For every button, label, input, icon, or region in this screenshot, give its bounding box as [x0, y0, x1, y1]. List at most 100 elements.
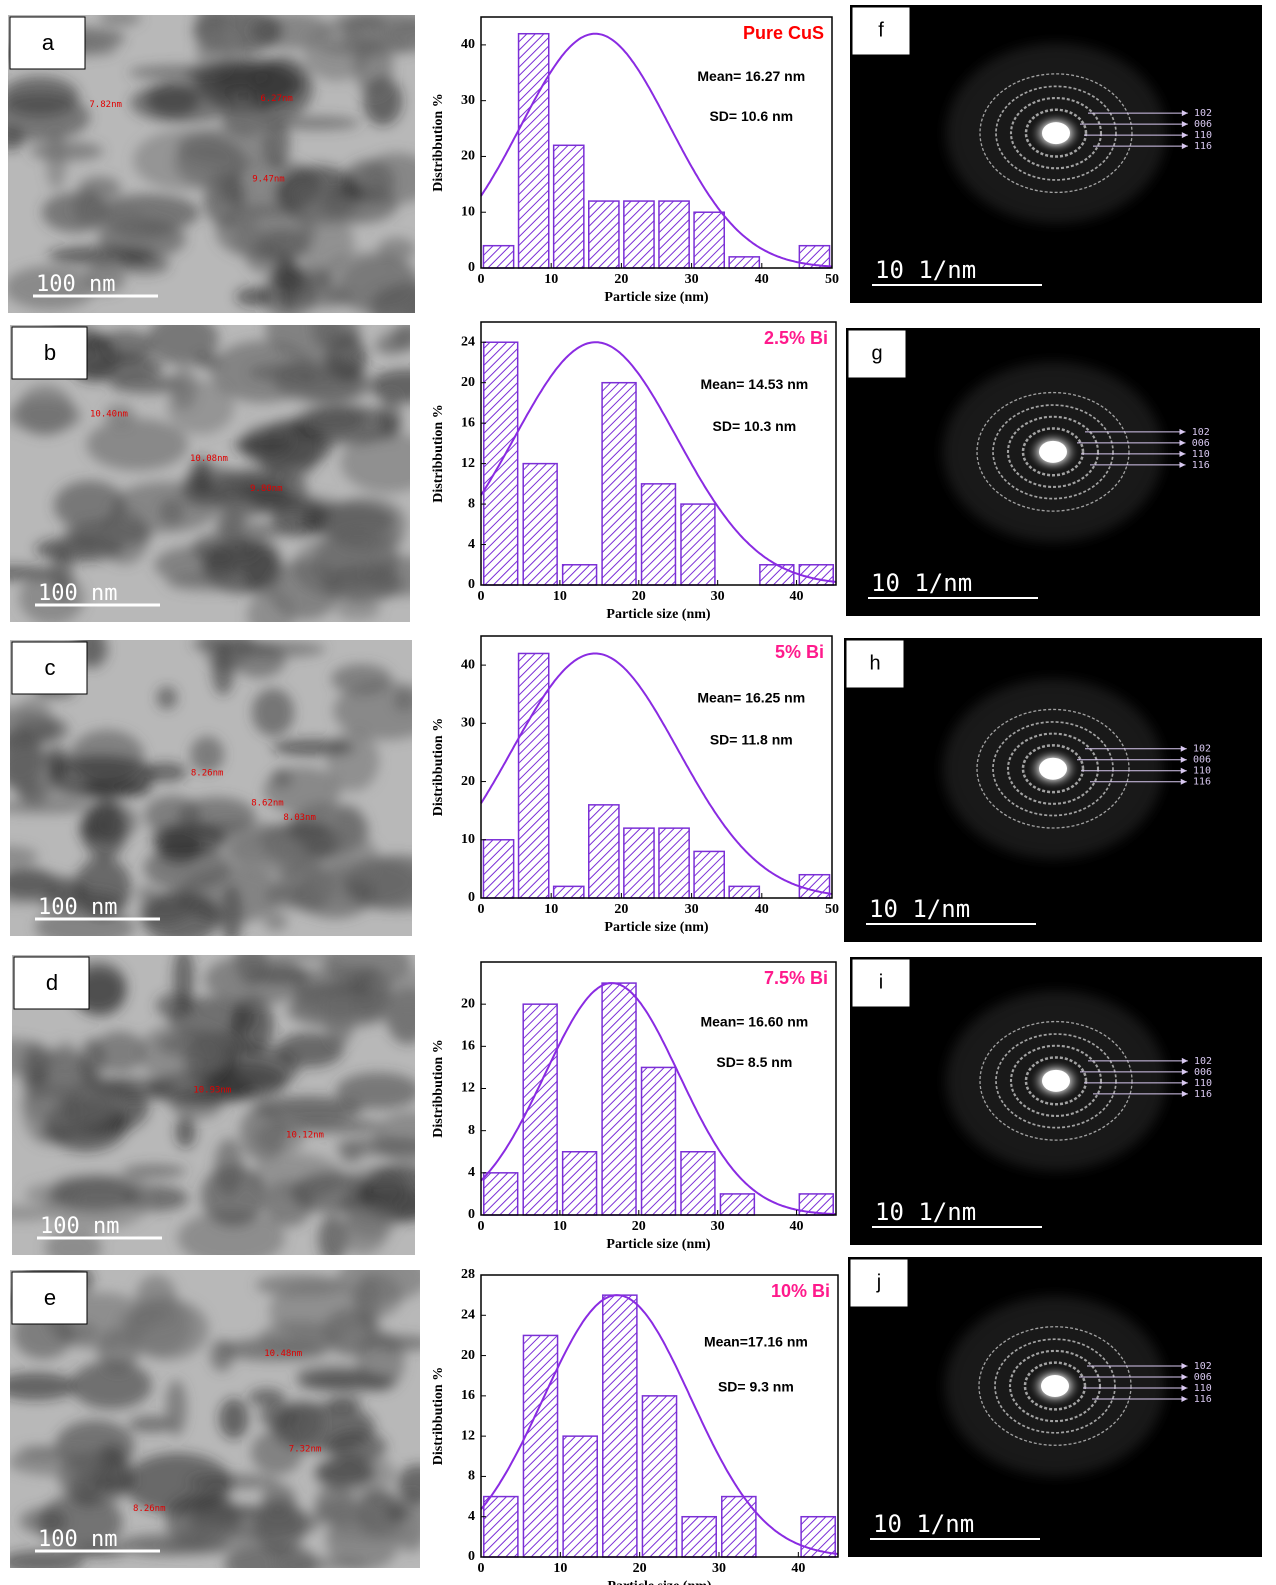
y-tick-label: 28	[461, 1267, 475, 1282]
bar	[658, 827, 690, 899]
diffraction-ring	[1021, 744, 1085, 794]
particle	[10, 867, 56, 899]
particle	[290, 286, 354, 308]
panel-label: a	[42, 30, 55, 55]
particle	[315, 1458, 376, 1487]
x-tick-label: 40	[790, 589, 804, 604]
bar	[522, 1003, 558, 1216]
particle	[175, 1116, 196, 1148]
diffraction-ring	[1021, 427, 1085, 477]
particle	[20, 1079, 118, 1128]
tem-texture	[12, 955, 415, 1255]
histogram-chart: 0 10 20 30 40 0 4 8 12 16 20 24 Particle size (nm) Di…	[431, 321, 837, 622]
x-tick-label: 30	[711, 1219, 725, 1234]
y-tick-label: 12	[461, 456, 475, 471]
particle	[159, 498, 185, 525]
fit-curve	[480, 652, 833, 895]
particle	[327, 1430, 387, 1463]
particle	[333, 681, 412, 740]
particle	[190, 456, 212, 496]
particle	[336, 1072, 415, 1110]
diffraction-ring	[1009, 1044, 1103, 1117]
x-tick-label: 10	[553, 1219, 567, 1234]
particle	[16, 385, 74, 436]
particle	[53, 480, 126, 531]
tem-image: e 100 nm 7.32nm 8.26nm 10.48nm	[10, 1270, 420, 1568]
particle	[10, 1448, 106, 1476]
ring-index: 116	[1194, 141, 1212, 152]
scale-label: 100 nm	[40, 1214, 119, 1239]
y-axis-label: Distribbution %	[431, 404, 446, 502]
ring-index: 006	[1194, 1067, 1212, 1078]
y-tick-label: 10	[461, 204, 475, 219]
particle	[248, 1388, 286, 1407]
measurement: 10.48nm	[264, 1349, 302, 1359]
ring-index: 102	[1194, 108, 1212, 119]
particle	[296, 1372, 396, 1392]
diffraction-ring	[995, 1033, 1117, 1129]
particle	[383, 23, 415, 52]
particle	[292, 966, 393, 1002]
bar	[522, 462, 558, 586]
particle	[92, 1031, 146, 1073]
diffraction-ring	[1024, 1056, 1088, 1106]
measurement: 7.32nm	[289, 1444, 322, 1454]
diffraction-ring	[1006, 415, 1100, 488]
measurement: 7.82nm	[89, 100, 122, 110]
particle	[222, 835, 304, 865]
panel-label-box	[11, 326, 88, 380]
y-tick-label: 24	[461, 334, 475, 349]
particle	[214, 1138, 244, 1195]
ring-index: 116	[1194, 1394, 1212, 1405]
particle	[38, 1493, 123, 1552]
bar	[517, 32, 550, 269]
particle	[191, 532, 259, 564]
panel-label: f	[878, 19, 884, 41]
ring-index: 006	[1192, 438, 1210, 449]
particle	[271, 1557, 368, 1568]
tem-texture	[10, 640, 412, 936]
bar	[482, 839, 515, 899]
particle	[291, 1172, 374, 1214]
bar	[728, 885, 761, 899]
y-tick-label: 30	[461, 93, 475, 108]
chart-title: 10% Bi	[771, 1281, 830, 1301]
particle	[377, 237, 415, 262]
particle	[79, 1038, 104, 1087]
arrow-head	[1181, 132, 1188, 139]
particle	[211, 644, 235, 696]
particle	[151, 823, 227, 856]
measurement: 8.26nm	[133, 1504, 166, 1514]
y-tick-label: 4	[468, 1165, 475, 1180]
particle	[270, 262, 302, 291]
scale-label: 10 1/nm	[869, 895, 970, 923]
measurement: 8.62nm	[251, 798, 284, 808]
tem-image: a 100 nm 6.27nm 7.82nm 9.47nm	[8, 15, 415, 313]
panel-label-box	[845, 639, 905, 689]
bar	[623, 200, 655, 269]
y-tick-label: 0	[468, 890, 475, 905]
particle	[74, 856, 132, 919]
chart-title: 7.5% Bi	[764, 968, 828, 988]
bar	[693, 211, 725, 269]
fit-curve	[480, 982, 837, 1216]
particle	[147, 325, 219, 365]
annotation: SD= 8.5 nm	[716, 1054, 792, 1070]
ring-index: 116	[1194, 1089, 1212, 1100]
central-core	[1041, 1375, 1069, 1397]
particle	[233, 642, 286, 678]
particle	[128, 1416, 175, 1433]
y-tick-label: 20	[461, 375, 475, 390]
particle	[51, 543, 73, 602]
particle	[204, 955, 309, 1005]
diffraction-ring	[1006, 732, 1100, 805]
x-tick-label: 30	[711, 589, 725, 604]
x-tick-label: 0	[478, 589, 485, 604]
panel-label-box	[847, 329, 907, 379]
annotation: Mean= 16.27 nm	[697, 68, 805, 84]
y-tick-label: 30	[461, 716, 475, 731]
ring-index: 102	[1194, 1056, 1212, 1067]
ring-index: 110	[1192, 449, 1210, 460]
arrow-head	[1181, 1374, 1188, 1380]
